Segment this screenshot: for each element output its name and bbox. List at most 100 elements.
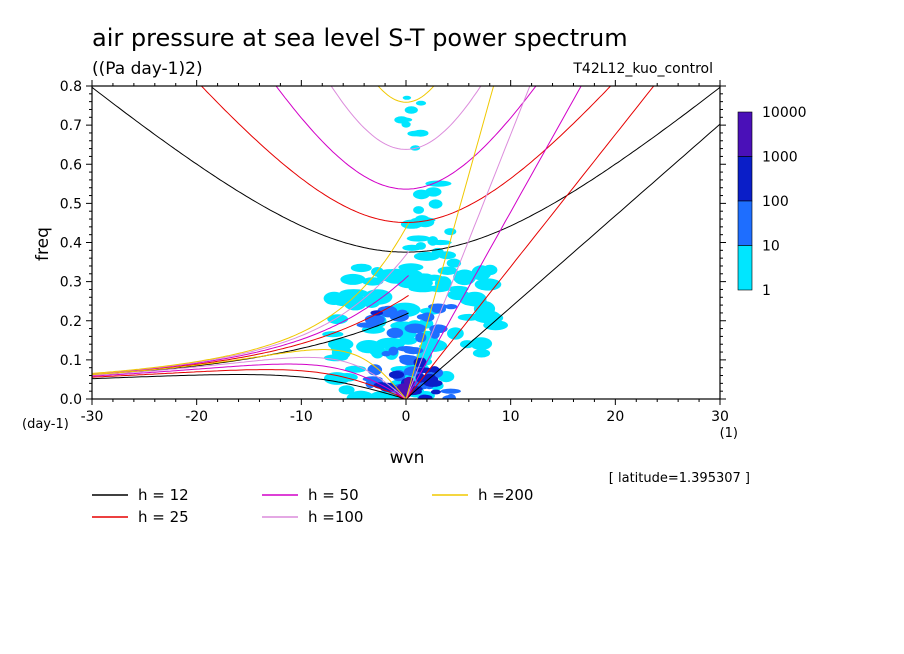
dispersion-curves [92, 86, 720, 399]
chart-units: ((Pa day-1)2) [92, 59, 203, 79]
gravity-curve [330, 86, 482, 150]
rossby-curve [92, 369, 407, 399]
power-patch [338, 385, 355, 395]
axis-ticks: -30 -20 -10 0 10 20 30 0.0 0.1 0.2 0.3 0.4 0.5 0.6 0.7… [60, 79, 729, 425]
power-patch [406, 235, 431, 242]
power-patch [362, 293, 381, 308]
power-patch [453, 269, 476, 286]
power-patch [413, 189, 430, 200]
power-patch [457, 313, 481, 321]
x-tick-label: -10 [290, 409, 313, 425]
power-patch [404, 323, 427, 334]
y-tick-label: 0.7 [60, 118, 82, 134]
colorbar-label: 100 [762, 194, 789, 210]
power-patch [425, 180, 452, 187]
power-patch [420, 275, 444, 281]
legend-label: h =100 [308, 508, 363, 526]
latitude-note: [ latitude=1.395307 ] [609, 471, 750, 486]
power-patch [346, 390, 375, 399]
kelvin-curve [405, 86, 655, 399]
kelvin-curve [405, 86, 531, 399]
power-patch [447, 285, 469, 293]
colorbar-label: 1 [762, 283, 771, 299]
power-patch [415, 367, 433, 374]
power-patch [388, 346, 399, 356]
y-tick-label: 0.4 [60, 236, 82, 252]
power-patch [402, 244, 422, 251]
run-name: T42L12_kuo_control [572, 61, 713, 77]
x-tick-label: 10 [502, 409, 520, 425]
power-patch [404, 106, 418, 114]
colorbar-label: 10000 [762, 105, 807, 121]
x-tick-label: 30 [711, 409, 729, 425]
legend-label: h =200 [478, 486, 533, 504]
power-patch [416, 314, 429, 320]
x-unit-label: (1) [720, 426, 738, 441]
rossby-curve [92, 374, 407, 399]
gravity-curve [92, 86, 720, 253]
power-patch [413, 206, 425, 214]
power-patch [431, 305, 446, 314]
power-patch [375, 337, 406, 350]
power-patch [398, 263, 424, 272]
y-tick-label: 0.2 [60, 314, 82, 330]
y-unit-label: (day-1) [22, 417, 69, 432]
power-patch [340, 273, 366, 285]
rossby-curve [92, 363, 407, 399]
legend: h = 12 h = 25 h = 50 h =100 h =200 [92, 486, 533, 526]
power-patch [484, 313, 504, 323]
rossby-curve [92, 349, 407, 399]
power-patch [343, 295, 368, 311]
power-patch [379, 305, 398, 318]
power-patch [444, 228, 457, 236]
y-tick-label: 0.8 [60, 79, 82, 95]
power-patch [407, 130, 423, 137]
power-patch [471, 265, 492, 281]
power-patch [463, 291, 487, 307]
gravity-curve [275, 86, 537, 190]
power-patch [470, 337, 493, 351]
power-patch [428, 199, 443, 209]
power-patch [370, 390, 401, 399]
power-patch [447, 327, 464, 340]
power-patch [403, 347, 424, 355]
kelvin-curve [405, 86, 495, 399]
y-tick-label: 0.5 [60, 196, 82, 212]
power-patch [415, 100, 427, 106]
colorbar-swatch [737, 245, 753, 291]
colorbar-swatch [737, 156, 753, 202]
power-patch [418, 394, 433, 399]
y-tick-label: 0.3 [60, 275, 82, 291]
gravity-curve [377, 86, 435, 103]
power-patch [323, 354, 349, 362]
gravity-curve [200, 86, 612, 223]
x-tick-label: -30 [81, 409, 104, 425]
power-patch [440, 388, 461, 394]
power-patch [415, 332, 427, 343]
colorbar-label: 1000 [762, 150, 798, 166]
power-patch [428, 285, 450, 293]
power-patch [402, 95, 412, 100]
power-patch [381, 350, 391, 357]
legend-label: h = 25 [138, 508, 189, 526]
colorbar-swatch [737, 200, 753, 246]
legend-label: h = 12 [138, 486, 189, 504]
rossby-curve [92, 356, 407, 399]
power-patch [350, 263, 372, 273]
y-tick-label: 0.0 [60, 392, 82, 408]
y-tick-label: 0.1 [60, 353, 82, 369]
x-tick-label: 20 [606, 409, 624, 425]
power-patch [386, 327, 404, 339]
power-patch [445, 304, 458, 310]
kelvin-curve [405, 86, 582, 399]
colorbar-swatch [737, 111, 753, 157]
mrg-curve [92, 222, 410, 374]
power-patch [362, 376, 383, 382]
power-patch [388, 370, 405, 379]
power-patch [423, 379, 443, 387]
power-patch [364, 314, 385, 325]
chart-title: air pressure at sea level S-T power spec… [92, 24, 628, 52]
power-shading [322, 95, 508, 399]
x-axis-label: wvn [390, 448, 425, 468]
